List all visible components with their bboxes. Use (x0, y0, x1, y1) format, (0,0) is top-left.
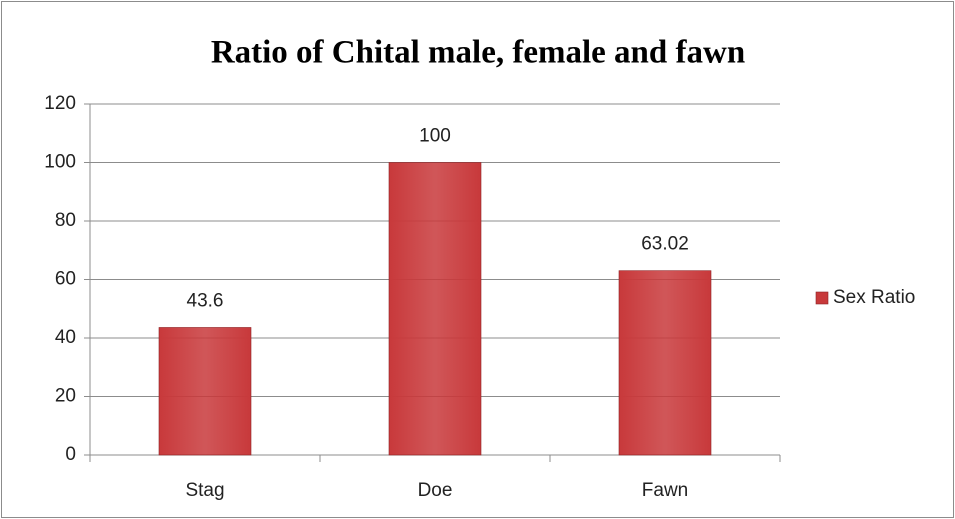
y-tick-label: 0 (65, 444, 76, 465)
data-label: 100 (419, 126, 451, 147)
bar (618, 270, 712, 456)
y-tick-label: 60 (55, 269, 76, 290)
y-tick-label: 80 (55, 210, 76, 231)
legend-swatch (815, 291, 829, 305)
data-label: 43.6 (187, 290, 224, 311)
chart-title: Ratio of Chital male, female and fawn (211, 35, 745, 71)
legend-label: Sex Ratio (833, 287, 915, 308)
y-tick-label: 20 (55, 386, 76, 407)
x-tick-label: Fawn (642, 480, 688, 501)
y-tick-label: 120 (44, 93, 76, 114)
bar (158, 327, 252, 456)
y-tick-label: 40 (55, 327, 76, 348)
x-tick-label: Doe (418, 480, 453, 501)
y-tick-label: 100 (44, 152, 76, 173)
x-tick-label: Stag (185, 480, 224, 501)
data-label: 63.02 (641, 234, 689, 255)
bar (388, 162, 482, 456)
